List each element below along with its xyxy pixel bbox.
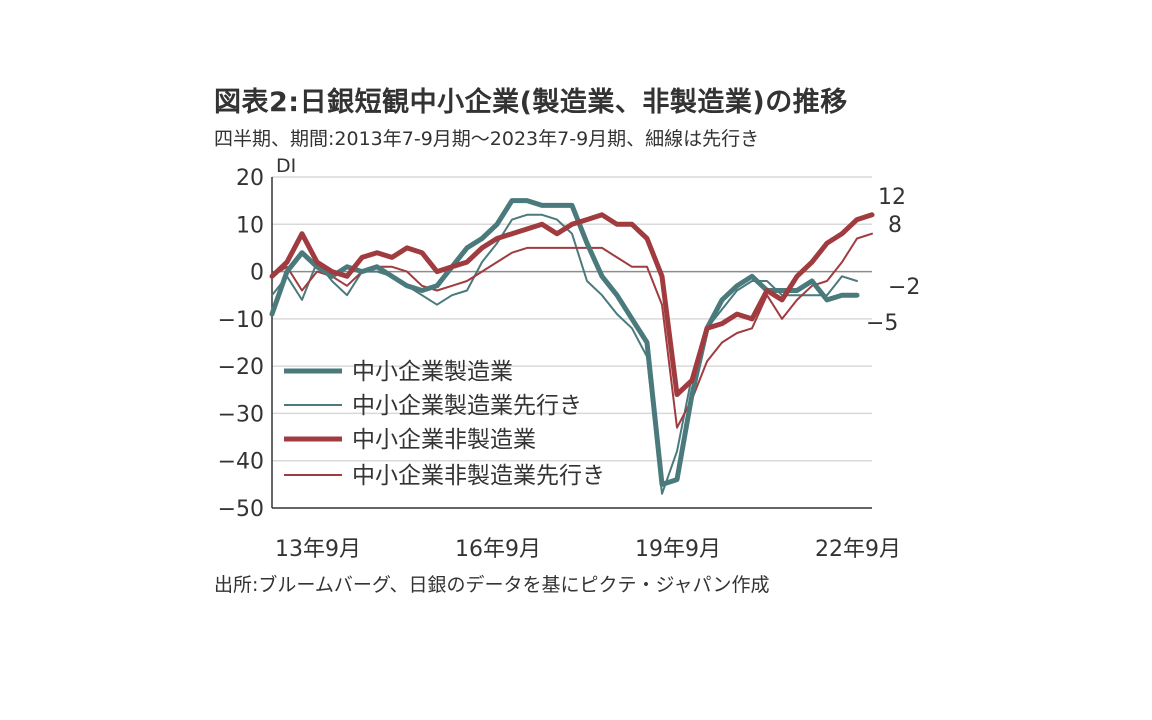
x-tick-label: 19年9月: [635, 537, 721, 562]
y-tick-label: −30: [218, 402, 264, 427]
x-tick-label: 22年9月: [815, 537, 901, 562]
series-line-0: [269, 198, 860, 487]
legend-label: 中小企業非製造業先行き: [352, 463, 605, 489]
y-tick-label: −50: [218, 497, 264, 522]
y-tick-label: 20: [236, 166, 264, 191]
chart-source: 出所:ブルームバーグ、日銀のデータを基にピクテ・ジャパン作成: [214, 574, 770, 596]
end-label: −2: [888, 275, 920, 300]
x-tick-label: 16年9月: [455, 537, 541, 562]
end-label: −5: [866, 311, 898, 336]
legend-label: 中小企業製造業: [352, 359, 513, 385]
series-line-2: [269, 212, 875, 397]
end-label: 8: [888, 213, 902, 238]
y-axis: 20 10 0 −10 −20 −30 −40 −50: [218, 166, 872, 522]
x-axis: 13年9月 16年9月 19年9月 22年9月: [275, 537, 901, 562]
y-tick-label: 10: [236, 213, 264, 238]
end-label: 12: [878, 185, 906, 210]
y-tick-label: −20: [218, 355, 264, 380]
series-lines: [269, 198, 875, 495]
y-tick-label: 0: [250, 261, 264, 286]
chart-title: 図表2:日銀短観中小企業(製造業、非製造業)の推移: [214, 87, 848, 118]
end-labels: 12 8 −2 −5: [866, 185, 920, 336]
y-tick-label: −40: [218, 450, 264, 475]
legend-label: 中小企業製造業先行き: [352, 393, 582, 419]
y-tick-label: −10: [218, 308, 264, 333]
x-tick-label: 13年9月: [275, 537, 361, 562]
legend-label: 中小企業非製造業: [352, 427, 536, 453]
y-axis-label: DI: [276, 155, 296, 177]
chart-subtitle: 四半期、期間:2013年7-9月期〜2023年7-9月期、細線は先行き: [214, 128, 760, 150]
